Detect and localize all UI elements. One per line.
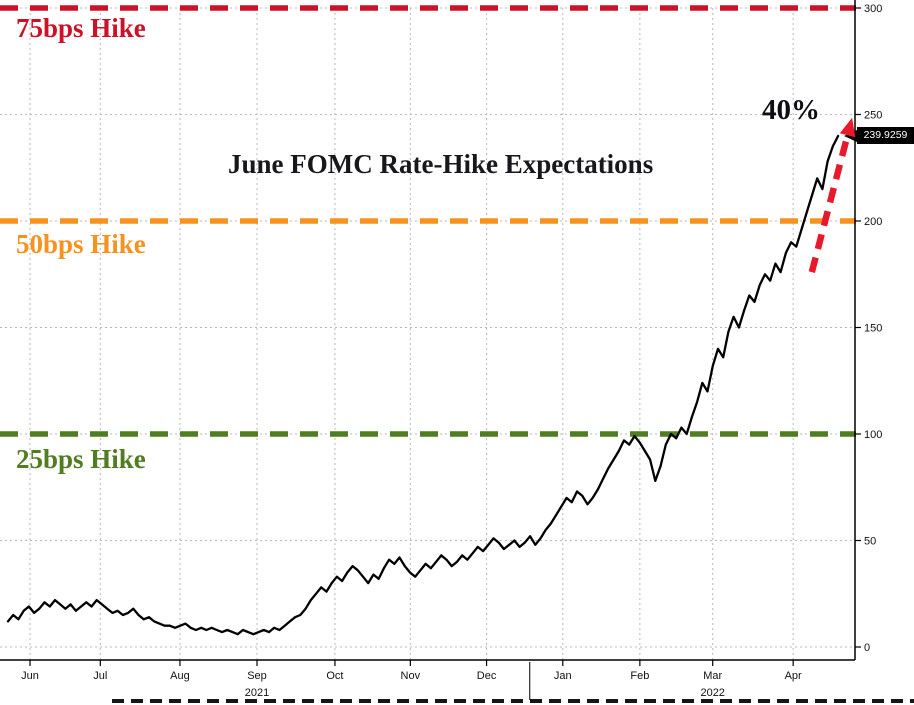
- last-value-badge: 239.9259: [857, 127, 914, 144]
- y-tick-label: 0: [864, 642, 870, 654]
- x-tick-label: Jan: [554, 670, 572, 682]
- x-tick-label: Aug: [170, 670, 190, 682]
- gridlines: [0, 7, 855, 660]
- x-tick-label: Mar: [703, 670, 722, 682]
- annotation-40-percent: 40%: [762, 94, 820, 126]
- year-label: 2021: [245, 687, 269, 699]
- chart-title: June FOMC Rate-Hike Expectations: [228, 149, 654, 179]
- y-tick-label: 200: [864, 216, 882, 228]
- x-tick-label: Jul: [93, 670, 107, 682]
- y-tick-label: 300: [864, 3, 882, 15]
- trend-arrow-head: [839, 117, 856, 138]
- trend-arrow: [808, 128, 853, 273]
- x-tick-label: Oct: [326, 670, 343, 682]
- y-tick-label: 150: [864, 323, 882, 335]
- x-tick-label: Jun: [21, 670, 39, 682]
- ref-label-75bps-hike: 75bps Hike: [16, 13, 146, 43]
- series-line: [6, 134, 840, 636]
- x-tick-label: Apr: [785, 670, 802, 682]
- y-tick-label: 50: [864, 536, 876, 548]
- x-tick-label: Sep: [247, 670, 267, 682]
- x-tick-label: Feb: [630, 670, 649, 682]
- y-tick-label: 250: [864, 110, 882, 122]
- y-tick-label: 100: [864, 429, 882, 441]
- x-tick-label: Dec: [477, 670, 497, 682]
- x-tick-label: Nov: [401, 670, 421, 682]
- ref-label-25bps-hike: 25bps Hike: [16, 444, 146, 474]
- ref-label-50bps-hike: 50bps Hike: [16, 229, 146, 259]
- year-label: 2022: [700, 687, 724, 699]
